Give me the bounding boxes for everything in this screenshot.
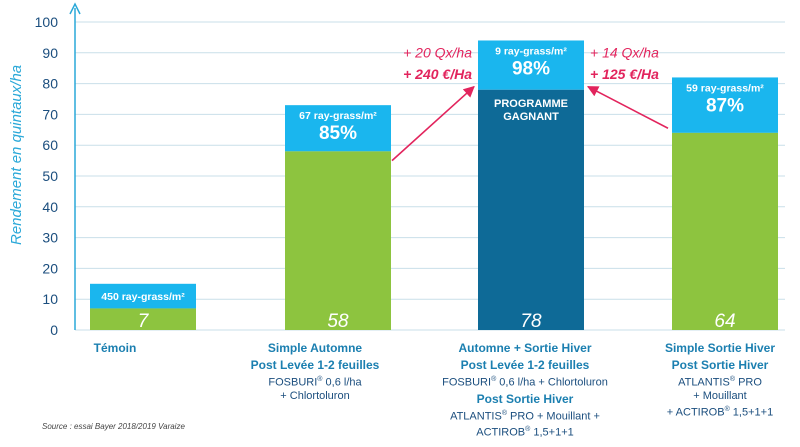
- ray-grass-density-label: 59 ray-grass/m²: [686, 82, 764, 94]
- efficacy-percent-label: 85%: [319, 123, 357, 144]
- highlight-label: GAGNANT: [503, 111, 559, 123]
- bar: [285, 151, 391, 330]
- category-temoin: Témoin: [60, 341, 170, 356]
- efficacy-percent-label: 98%: [512, 58, 550, 79]
- treatment-timing: Post Sortie Hiver: [671, 358, 769, 372]
- bar: [672, 132, 778, 330]
- y-axis: 0 10 20 30 40 50 60 70 80 90 100: [35, 2, 81, 338]
- treatment-timing: Post Levée 1-2 feuilles: [250, 358, 380, 372]
- y-tick-label: 80: [42, 76, 58, 92]
- gain-arrow: [391, 85, 475, 162]
- y-tick-label: 40: [42, 199, 58, 215]
- bar: [478, 89, 584, 330]
- bar-value-label: 64: [714, 311, 735, 332]
- ray-grass-density-label: 9 ray-grass/m²: [495, 45, 567, 57]
- category-name: Automne + Sortie Hiver: [458, 341, 592, 355]
- bar-value-label: 7: [138, 311, 150, 332]
- gain-yield-label: + 20 Qx/ha: [403, 44, 472, 60]
- gain-yield-label: + 14 Qx/ha: [590, 44, 659, 60]
- treatment-line: ATLANTIS® PRO: [678, 376, 762, 389]
- y-tick-label: 0: [50, 322, 58, 338]
- gain-arrows: + 20 Qx/ha + 240 €/Ha + 14 Qx/ha + 125 €/Ha: [391, 44, 669, 162]
- rate-cap: [478, 40, 584, 90]
- treatment-line: + Mouillant: [693, 389, 747, 402]
- gain-money-label: + 125 €/Ha: [590, 66, 659, 82]
- ray-grass-density-label: 450 ray-grass/m²: [101, 291, 185, 303]
- ray-grass-density-label: 67 ray-grass/m²: [299, 110, 377, 122]
- y-tick-label: 10: [42, 291, 58, 307]
- treatment-timing: Post Sortie Hiver: [476, 391, 574, 406]
- y-axis-label: Rendement en quintaux/ha: [8, 64, 25, 245]
- treatment-line: + Chlortoluron: [280, 389, 350, 402]
- bar-value-label: 58: [327, 311, 349, 332]
- y-tick-label: 30: [42, 230, 58, 246]
- gain-money-label: + 240 €/Ha: [403, 66, 472, 82]
- bar-value-label: 78: [520, 311, 542, 332]
- highlight-label: PROGRAMME: [494, 98, 568, 110]
- y-tick-label: 100: [35, 14, 59, 30]
- y-tick-label: 20: [42, 260, 58, 276]
- rate-cap: [90, 283, 196, 309]
- efficacy-percent-label: 87%: [706, 95, 744, 116]
- y-tick-label: 90: [42, 45, 58, 61]
- y-tick-label: 60: [42, 137, 58, 153]
- y-tick-label: 70: [42, 106, 58, 122]
- treatment-line: + ACTIROB® 1,5+1+1: [666, 405, 774, 419]
- treatment-line: FOSBURI® 0,6 l/ha + Chlortoluron: [442, 376, 608, 389]
- y-axis-arrow: [69, 2, 81, 15]
- source-note: Source : essai Bayer 2018/2019 Varaize: [42, 422, 185, 431]
- rate-cap: [285, 105, 391, 152]
- y-tick-label: 50: [42, 168, 58, 184]
- category-simple-sortie-hiver: Simple Sortie Hiver Post Sortie Hiver AT…: [655, 341, 785, 419]
- category-automne-sortie-hiver: Automne + Sortie Hiver Post Levée 1-2 fe…: [435, 341, 615, 440]
- rate-cap: [672, 77, 778, 133]
- category-name: Simple Automne: [267, 341, 363, 355]
- bar: [90, 308, 196, 330]
- category-name: Simple Sortie Hiver: [664, 341, 776, 355]
- treatment-line: ATLANTIS® PRO + Mouillant +: [450, 409, 600, 423]
- category-simple-automne: Simple Automne Post Levée 1-2 feuilles F…: [245, 341, 385, 403]
- treatment-line: ACTIROB® 1,5+1+1: [476, 426, 574, 439]
- treatment-line: FOSBURI® 0,6 l/ha: [268, 376, 362, 389]
- treatment-timing: Post Levée 1-2 feuilles: [460, 358, 590, 372]
- category-name: Témoin: [93, 341, 137, 355]
- gain-arrow: [587, 85, 669, 129]
